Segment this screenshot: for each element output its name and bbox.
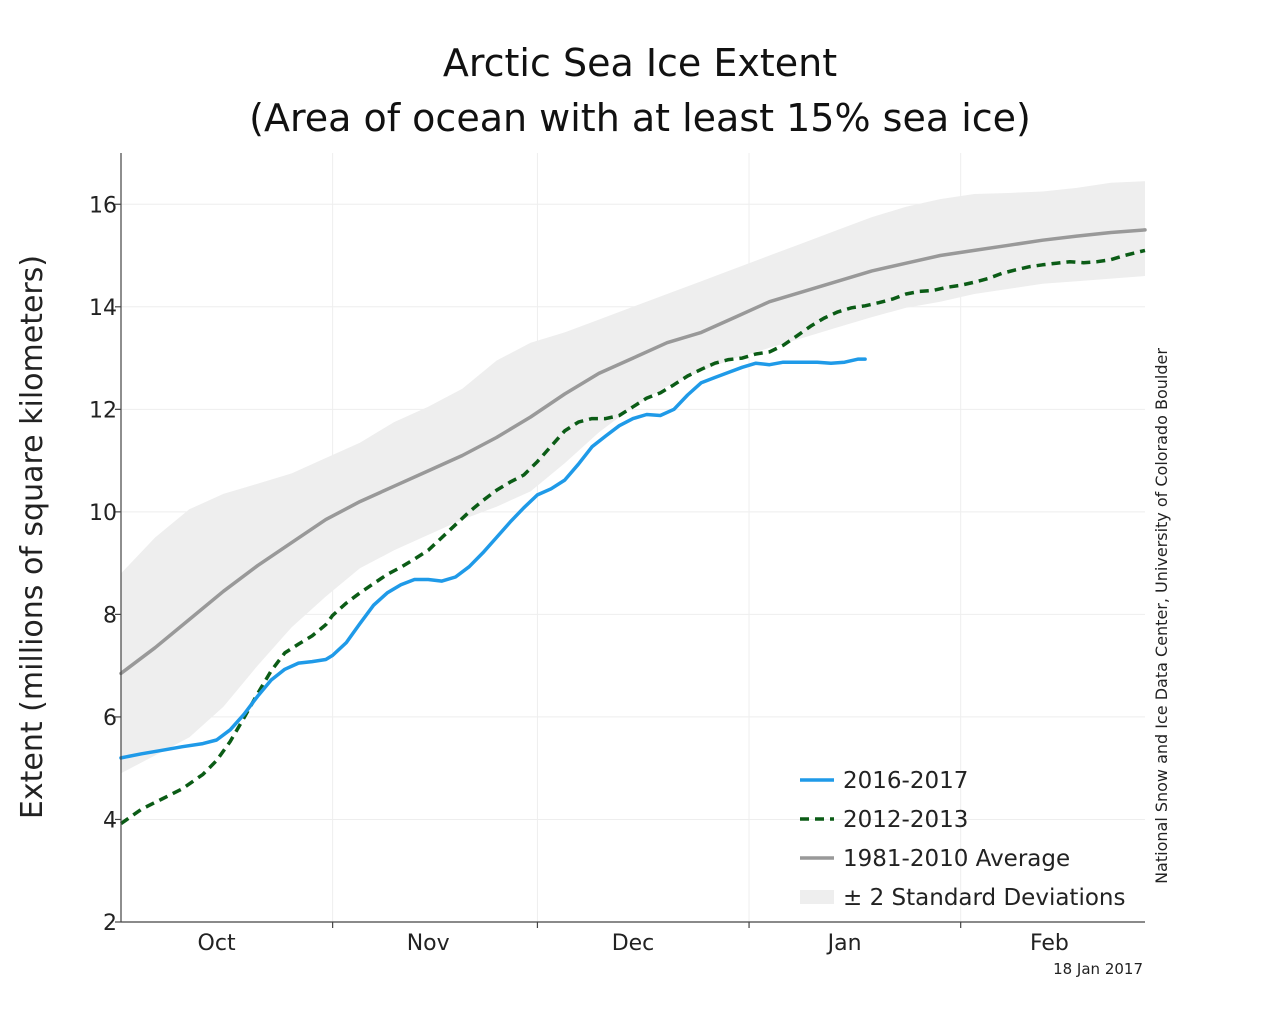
legend-swatch-std-dev: [800, 890, 834, 904]
y-tick-label-6: 6: [103, 706, 117, 731]
series-line-1981-2010-average: [119, 228, 1147, 676]
y-tick-label-10: 10: [89, 501, 117, 526]
x-tick-labels: Oct Nov Dec Jan Feb: [198, 922, 1069, 956]
legend-label-2012-2013: 2012-2013: [843, 807, 968, 833]
series-layer: [119, 228, 1147, 826]
std-dev-band: [121, 181, 1145, 774]
y-axis-label: Extent (millions of square kilometers): [15, 255, 50, 819]
x-tick-label-jan: Jan: [826, 931, 862, 956]
x-tick-label-oct: Oct: [198, 931, 236, 956]
y-tick-labels: 2 4 6 8 10 12 14 16: [89, 193, 121, 936]
legend: 2016-2017 2012-2013 1981-2010 Average ± …: [800, 768, 1125, 911]
legend-label-average: 1981-2010 Average: [843, 846, 1070, 872]
series-line-2016-2017: [119, 357, 867, 760]
legend-item-average: 1981-2010 Average: [800, 846, 1070, 872]
legend-label-2016-2017: 2016-2017: [843, 768, 968, 794]
chart-title-line2: (Area of ocean with at least 15% sea ice…: [249, 96, 1031, 140]
y-tick-label-14: 14: [89, 296, 117, 321]
axes: [120, 153, 1145, 923]
x-tick-label-dec: Dec: [612, 931, 655, 956]
y-tick-label-2: 2: [103, 911, 117, 936]
y-tick-label-12: 12: [89, 398, 117, 423]
y-tick-label-8: 8: [103, 603, 117, 628]
std-dev-band-layer: [121, 181, 1145, 774]
series-line-2012-2013: [119, 248, 1146, 826]
legend-label-std-dev: ± 2 Standard Deviations: [843, 885, 1125, 911]
chart-title-line1: Arctic Sea Ice Extent: [443, 41, 837, 85]
x-tick-label-nov: Nov: [407, 931, 450, 956]
x-tick-label-feb: Feb: [1030, 931, 1069, 956]
date-stamp: 18 Jan 2017: [1053, 960, 1143, 978]
legend-item-2016-2017: 2016-2017: [800, 768, 968, 794]
legend-item-std-dev: ± 2 Standard Deviations: [800, 885, 1125, 911]
legend-item-2012-2013: 2012-2013: [800, 807, 968, 833]
y-tick-label-4: 4: [103, 808, 117, 833]
y-tick-label-16: 16: [89, 193, 117, 218]
credit-text: National Snow and Ice Data Center, Unive…: [1152, 348, 1171, 884]
